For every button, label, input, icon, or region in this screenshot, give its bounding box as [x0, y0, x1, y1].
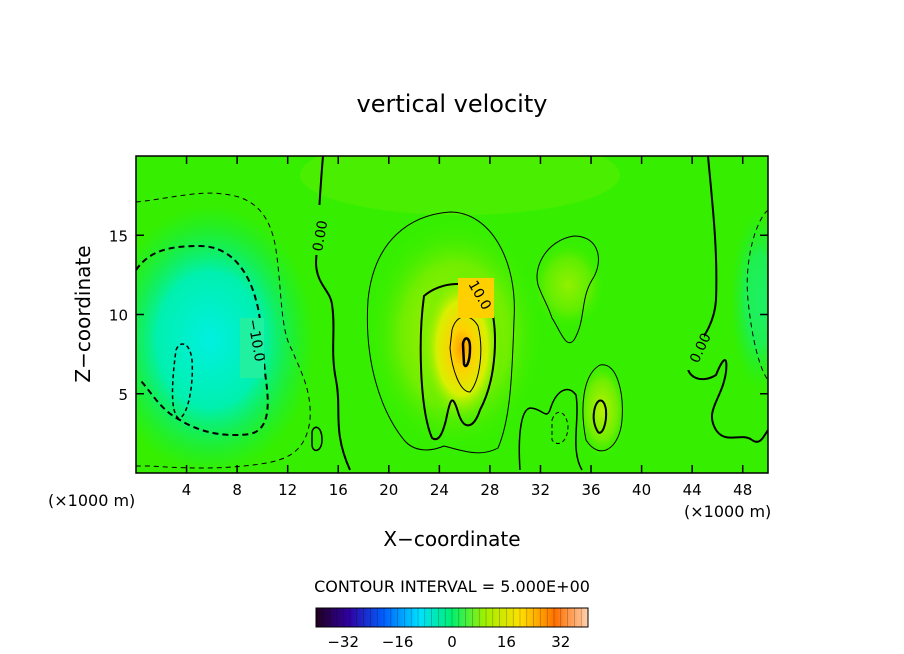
- y-tick-label: 15: [109, 227, 128, 245]
- x-tick-label: 16: [329, 481, 348, 499]
- contour-secondary-5: [582, 364, 623, 452]
- contour-updraft-5: [366, 211, 515, 454]
- contour-secondary-10: [592, 399, 608, 434]
- contour-updraft-max: [461, 337, 472, 368]
- x-tick-label: 36: [581, 481, 600, 499]
- colorbar-tick-label: 16: [497, 633, 516, 651]
- contour-bottom-zero: [518, 388, 583, 471]
- x-tick-label: 48: [733, 481, 752, 499]
- x-tick-label: 40: [632, 481, 651, 499]
- chart-title: vertical velocity: [357, 90, 548, 118]
- contour-labels: 0.00 10.0 −10.0 0.00: [240, 205, 715, 378]
- contour-weak-updraft: [536, 235, 599, 343]
- x-tick-label: 24: [430, 481, 449, 499]
- downdraft-region: [136, 205, 315, 473]
- colorbar-ticks: −32 −16 0 16 32: [327, 633, 570, 651]
- y-tick-label: 10: [109, 307, 128, 325]
- x-unit-label-left: (×1000 m): [48, 491, 135, 510]
- contour-down-neg5: [136, 192, 311, 469]
- contour-down-small: [171, 343, 194, 419]
- x-unit-label-right: (×1000 m): [684, 502, 771, 521]
- colorbar-tick-label: −16: [382, 633, 414, 651]
- colorbar: [315, 607, 589, 628]
- x-tick-label: 44: [683, 481, 702, 499]
- contour-interval-text: CONTOUR INTERVAL = 5.000E+00: [314, 577, 590, 596]
- contour-down-neg10: [136, 244, 269, 436]
- colorbar-tick-label: 32: [551, 633, 570, 651]
- y-axis-label: Z−coordinate: [71, 245, 95, 382]
- x-axis-label: X−coordinate: [383, 527, 520, 551]
- colorbar-tick-label: 0: [447, 633, 457, 651]
- plot-area: 0.00 10.0 −10.0 0.00: [136, 156, 768, 473]
- x-tick-label: 12: [278, 481, 297, 499]
- y-tick-label: 5: [118, 386, 128, 404]
- x-tick-label: 4: [182, 481, 192, 499]
- contour-small-left: [311, 426, 323, 452]
- x-axis: 4 8 12 16 20 24 28 32 36 40 44 48: [182, 156, 752, 499]
- secondary-updraft: [576, 360, 628, 460]
- colorbar-tick-label: −32: [327, 633, 359, 651]
- colorbar-stripes: [322, 608, 582, 627]
- x-tick-label: 32: [531, 481, 550, 499]
- x-tick-label: 28: [480, 481, 499, 499]
- weak-updraft: [530, 240, 606, 330]
- y-axis: 5 10 15: [109, 227, 768, 404]
- contour-small-neg: [551, 411, 569, 444]
- contour-label-neg-ten: −10.0: [244, 318, 267, 363]
- x-tick-label: 20: [379, 481, 398, 499]
- x-tick-label: 8: [232, 481, 242, 499]
- contour-zero-right: [686, 156, 768, 443]
- contour-label-zero: 0.00: [310, 219, 331, 252]
- top-band: [300, 156, 620, 215]
- contour-updraft-10: [419, 282, 496, 441]
- right-downdraft: [730, 210, 768, 390]
- contour-right-neg: [746, 209, 768, 381]
